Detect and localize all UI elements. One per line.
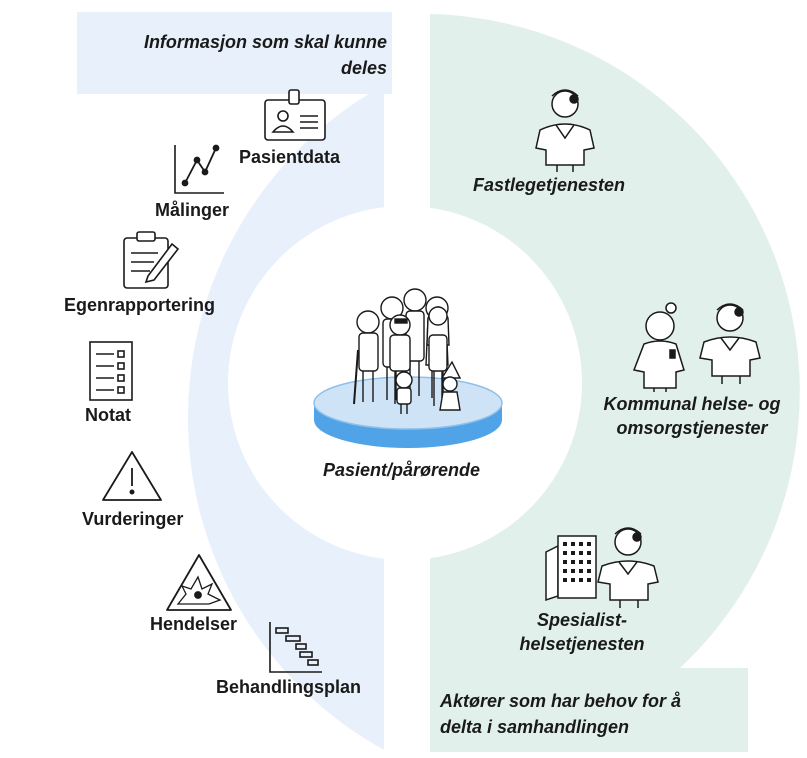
hospital-building-icon <box>545 535 597 602</box>
info-header: Informasjon som skal kunne deles <box>144 29 387 81</box>
label-spesialist: Spesialist- helsetjenesten <box>507 608 657 656</box>
label-spesialist-line1: Spesialist- <box>536 610 628 630</box>
label-pasientdata: Pasientdata <box>239 147 341 167</box>
nurse-figure-municipal <box>632 302 685 392</box>
id-card-icon <box>264 89 326 141</box>
info-header-line1: Informasjon som skal kunne <box>143 32 387 52</box>
doctor-figure-municipal <box>699 303 761 384</box>
left-header-box <box>77 12 392 94</box>
notes-list-icon <box>89 341 133 401</box>
label-spesialist-line2: helsetjenesten <box>519 634 645 654</box>
left-panel <box>187 85 384 750</box>
actors-footer-line2: delta i samhandlingen <box>440 717 630 737</box>
warning-icon <box>102 451 162 501</box>
label-hendelser: Hendelser <box>150 614 238 634</box>
patient-group-figures <box>353 288 462 414</box>
gantt-chart-icon <box>269 622 322 673</box>
label-malinger: Målinger <box>155 200 230 220</box>
center-label: Pasient/pårørende <box>323 460 481 480</box>
label-kommunal-line2: omsorgstjenester <box>616 418 768 438</box>
label-fastlegetjenesten: Fastlegetjenesten <box>473 175 626 195</box>
actors-footer: Aktører som har behov for å delta i samh… <box>440 688 681 740</box>
doctor-figure-gp <box>535 89 595 172</box>
doctor-figure-specialist <box>597 527 659 608</box>
label-egenrapportering: Egenrapportering <box>64 295 216 315</box>
line-chart-icon <box>174 144 224 194</box>
label-behandlingsplan: Behandlingsplan <box>216 677 362 697</box>
label-kommunal: Kommunal helse- og omsorgstjenester <box>589 392 795 440</box>
info-header-line2: deles <box>340 58 387 78</box>
label-kommunal-line1: Kommunal helse- og <box>603 394 781 414</box>
incident-icon <box>166 554 232 611</box>
label-vurderinger: Vurderinger <box>82 509 184 529</box>
actors-footer-line1: Aktører som har behov for å <box>440 691 682 711</box>
right-footer-box <box>430 668 748 752</box>
clipboard-icon <box>123 231 180 289</box>
label-notat: Notat <box>85 405 131 425</box>
